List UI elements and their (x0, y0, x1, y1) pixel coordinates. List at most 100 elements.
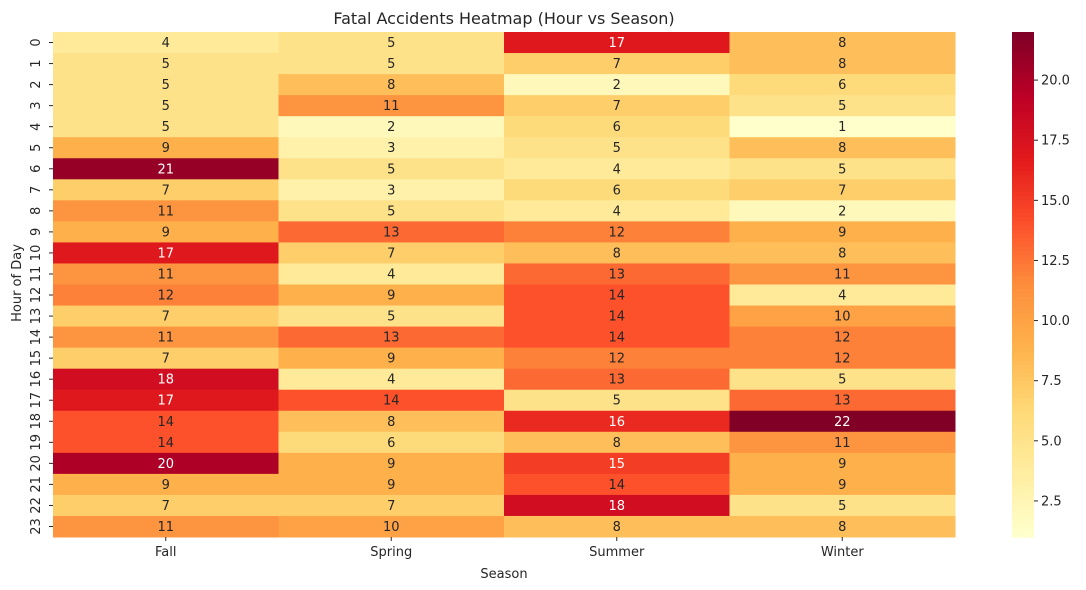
cell-value-label: 7 (613, 57, 621, 72)
colorbar-gradient-step (1012, 478, 1034, 483)
heatmap-cell (278, 431, 505, 454)
colorbar-gradient-step (1012, 330, 1034, 336)
heatmap-cell (504, 95, 730, 117)
colorbar-gradient-step (1012, 120, 1034, 126)
cell-value-label: 14 (157, 436, 174, 451)
colorbar-gradient-step (1012, 406, 1034, 412)
colorbar-gradient-step (1012, 431, 1034, 437)
colorbar-gradient-step (1012, 490, 1034, 496)
heatmap-cell (729, 74, 956, 96)
colorbar-gradient-step (1012, 356, 1034, 361)
colorbar-gradient-step (1012, 204, 1034, 210)
heatmap-cell (729, 473, 956, 496)
cell-value-label: 9 (838, 225, 846, 240)
heatmap-cell (278, 242, 505, 264)
heatmap-cell (53, 242, 279, 264)
colorbar-gradient-step (1012, 137, 1034, 143)
cell-value-label: 14 (608, 331, 625, 346)
colorbar-gradient-step (1012, 74, 1034, 79)
colorbar-gradient-step (1012, 482, 1034, 488)
colorbar-gradient-step (1012, 229, 1034, 235)
colorbar-gradient-step (1012, 103, 1034, 109)
heatmap-cell (729, 494, 956, 517)
colorbar-gradient-step (1012, 511, 1034, 517)
heatmap-cell (278, 494, 505, 517)
colorbar-gradient-step (1012, 124, 1034, 130)
cell-value-label: 5 (613, 141, 621, 156)
heatmap-cell (729, 305, 956, 328)
y-tick-label: 15 (29, 350, 44, 367)
heatmap-cell (729, 368, 956, 391)
heatmap-cell (504, 242, 730, 264)
cell-value-label: 11 (383, 99, 400, 114)
cell-value-label: 14 (608, 478, 625, 493)
cell-value-label: 12 (834, 331, 851, 346)
colorbar-gradient-step (1012, 154, 1034, 159)
colorbar-gradient-step (1012, 200, 1034, 206)
heatmap-cell (504, 263, 730, 285)
cell-value-label: 5 (387, 36, 395, 51)
cell-value-label: 8 (613, 436, 621, 451)
heatmap-cell (53, 158, 279, 180)
y-tick-label: 16 (29, 371, 44, 388)
heatmap-cell (53, 494, 279, 517)
colorbar-gradient-step (1012, 532, 1034, 538)
cell-value-label: 6 (838, 78, 846, 93)
cell-value-label: 9 (162, 141, 170, 156)
colorbar-tick-label: 15.0 (1041, 194, 1070, 209)
cell-value-label: 13 (383, 331, 400, 346)
colorbar-gradient-step (1012, 427, 1034, 433)
colorbar-gradient-step (1012, 242, 1034, 248)
colorbar-tick-label: 20.0 (1041, 74, 1070, 89)
colorbar-gradient-step (1012, 250, 1034, 256)
y-tick-label: 21 (29, 476, 44, 493)
colorbar-gradient-step (1012, 360, 1034, 366)
heatmap-cell (729, 263, 956, 285)
y-tick-label: 11 (29, 266, 44, 283)
colorbar-gradient-step (1012, 111, 1034, 117)
colorbar-gradient-step (1012, 515, 1034, 521)
colorbar-gradient-step (1012, 145, 1034, 151)
cell-value-label: 7 (162, 352, 170, 367)
cell-value-label: 8 (838, 246, 846, 261)
y-tick-label: 1 (29, 59, 44, 67)
cell-value-label: 7 (162, 499, 170, 514)
cell-value-label: 8 (387, 78, 395, 93)
heatmap-cell (729, 452, 956, 475)
colorbar-gradient-step (1012, 65, 1034, 71)
heatmap-cell (504, 494, 730, 517)
colorbar-gradient-step (1012, 436, 1034, 441)
colorbar-gradient-step (1012, 271, 1034, 277)
colorbar-gradient-step (1012, 191, 1034, 197)
heatmap-cell (278, 284, 505, 307)
cell-value-label: 2 (838, 204, 846, 219)
colorbar-gradient-step (1012, 234, 1034, 239)
cell-value-label: 7 (613, 99, 621, 114)
colorbar-gradient-step (1012, 40, 1034, 46)
colorbar-gradient-step (1012, 335, 1034, 340)
heatmap-cell (278, 389, 505, 412)
heatmap-cell (278, 368, 505, 391)
heatmap-cell (504, 179, 730, 201)
colorbar-gradient-step (1012, 292, 1034, 298)
heatmap-cell (729, 32, 956, 54)
colorbar-gradient-step (1012, 288, 1034, 294)
heatmap-cell (504, 410, 730, 433)
cell-value-label: 11 (834, 436, 851, 451)
cell-value-label: 3 (387, 141, 395, 156)
cell-value-label: 11 (157, 331, 174, 346)
colorbar-gradient-step (1012, 372, 1034, 378)
heatmap-cell (278, 326, 505, 349)
cell-value-label: 11 (157, 520, 174, 535)
heatmap-cell (504, 32, 730, 54)
y-tick-label: 9 (29, 228, 44, 236)
heatmap-cell (504, 305, 730, 328)
colorbar-gradient-step (1012, 86, 1034, 92)
y-tick-label: 22 (29, 497, 44, 514)
colorbar-gradient-step (1012, 524, 1034, 530)
colorbar-gradient-step (1012, 141, 1034, 147)
y-tick-label: 4 (29, 123, 44, 131)
y-tick-label: 20 (29, 455, 44, 472)
colorbar-gradient-step (1012, 32, 1034, 37)
cell-value-label: 8 (838, 36, 846, 51)
